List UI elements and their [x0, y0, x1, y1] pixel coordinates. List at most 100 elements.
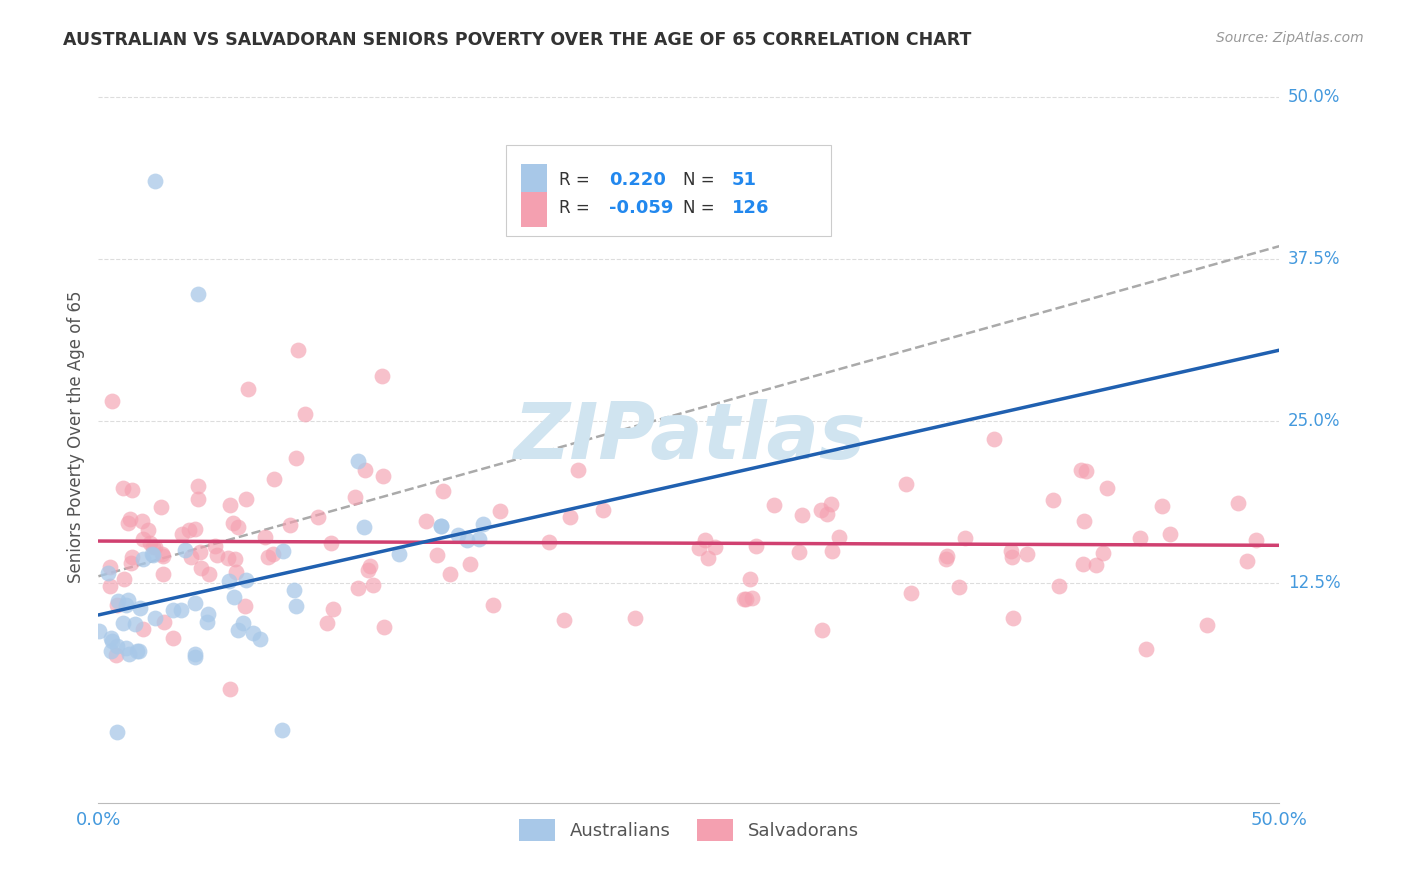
Point	[285, 599, 308, 613]
Point	[482, 598, 505, 612]
Point	[254, 530, 277, 544]
Text: 50.0%: 50.0%	[1288, 88, 1340, 106]
Point	[373, 620, 395, 634]
Point	[471, 517, 494, 532]
Text: R =: R =	[560, 199, 589, 217]
Point	[98, 560, 121, 574]
Point	[488, 504, 510, 518]
Point	[131, 514, 153, 528]
Point	[294, 408, 316, 422]
Point	[271, 723, 294, 737]
Text: N =: N =	[683, 171, 714, 189]
Text: Source: ZipAtlas.com: Source: ZipAtlas.com	[1216, 31, 1364, 45]
Point	[688, 541, 710, 555]
Point	[361, 578, 384, 592]
Point	[170, 602, 193, 616]
Point	[132, 532, 155, 546]
Point	[117, 592, 139, 607]
Text: 126: 126	[731, 199, 769, 217]
Point	[828, 530, 851, 544]
Point	[820, 497, 842, 511]
Point	[235, 491, 257, 506]
Point	[439, 566, 461, 581]
Point	[1070, 463, 1092, 477]
Point	[107, 594, 129, 608]
Point	[558, 510, 581, 524]
Point	[136, 524, 159, 538]
Point	[811, 624, 834, 638]
Point	[105, 724, 128, 739]
Point	[187, 491, 209, 506]
Point	[307, 509, 329, 524]
Point	[415, 515, 437, 529]
Point	[278, 518, 301, 533]
Point	[359, 558, 381, 573]
Point	[948, 580, 970, 594]
Point	[139, 536, 162, 550]
Text: N =: N =	[683, 199, 714, 217]
Text: 12.5%: 12.5%	[1288, 574, 1340, 591]
Point	[150, 500, 173, 515]
Point	[1129, 531, 1152, 545]
Point	[162, 603, 184, 617]
Bar	[522, 192, 547, 227]
Point	[232, 615, 254, 630]
Point	[347, 581, 370, 595]
Point	[257, 550, 280, 565]
Point	[233, 599, 256, 613]
Point	[262, 547, 284, 561]
Point	[184, 650, 207, 665]
Point	[222, 516, 245, 531]
Text: 25.0%: 25.0%	[1288, 412, 1340, 430]
Point	[101, 634, 124, 648]
Point	[741, 591, 763, 605]
Point	[1047, 579, 1070, 593]
Point	[145, 540, 167, 554]
Bar	[522, 164, 547, 200]
Point	[283, 582, 305, 597]
Point	[734, 592, 756, 607]
Point	[624, 611, 647, 625]
Text: -0.059: -0.059	[609, 199, 673, 217]
Point	[242, 625, 264, 640]
Point	[896, 477, 918, 491]
Point	[152, 567, 174, 582]
Point	[537, 535, 560, 549]
Point	[1152, 499, 1174, 513]
Point	[197, 566, 219, 581]
Point	[1135, 641, 1157, 656]
Point	[204, 539, 226, 553]
Point	[1000, 544, 1022, 558]
Point	[1095, 481, 1118, 495]
Text: AUSTRALIAN VS SALVADORAN SENIORS POVERTY OVER THE AGE OF 65 CORRELATION CHART: AUSTRALIAN VS SALVADORAN SENIORS POVERTY…	[63, 31, 972, 49]
Point	[936, 549, 959, 563]
Point	[114, 599, 136, 613]
Point	[184, 522, 207, 536]
Point	[153, 615, 176, 630]
Point	[789, 545, 811, 559]
Point	[219, 682, 242, 697]
Point	[1084, 558, 1107, 572]
Point	[197, 607, 219, 622]
Point	[162, 631, 184, 645]
Point	[456, 533, 478, 547]
Point	[388, 547, 411, 561]
Point	[1017, 547, 1039, 561]
Point	[236, 382, 259, 396]
Point	[145, 611, 167, 625]
Point	[118, 647, 141, 661]
Point	[1244, 533, 1267, 548]
Point	[553, 613, 575, 627]
Point	[592, 503, 614, 517]
Point	[142, 549, 165, 563]
Point	[935, 552, 957, 566]
Point	[430, 519, 453, 533]
Point	[143, 174, 166, 188]
Point	[132, 552, 155, 566]
Point	[733, 592, 755, 607]
Point	[353, 520, 375, 534]
Point	[219, 498, 242, 512]
Point	[141, 547, 163, 561]
Point	[430, 519, 453, 533]
Point	[152, 549, 174, 564]
